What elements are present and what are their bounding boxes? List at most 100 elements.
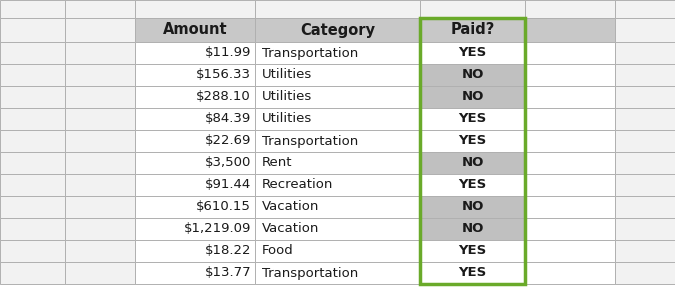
Text: YES: YES [458,134,487,148]
Text: $11.99: $11.99 [205,46,251,59]
Bar [525,64,615,86]
Text: $84.39: $84.39 [205,112,251,125]
Text: $18.22: $18.22 [205,244,251,257]
Bar [65,262,135,284]
Bar [525,240,615,262]
Text: $610.15: $610.15 [196,200,251,214]
Bar [255,42,420,64]
Bar [615,218,675,240]
Bar [65,64,135,86]
Bar [255,0,420,18]
Bar [525,262,615,284]
Bar [420,86,525,108]
Text: Recreation: Recreation [262,178,333,191]
Bar [525,174,615,196]
Text: Transportation: Transportation [262,46,358,59]
Bar [0,0,65,18]
Text: Paid?: Paid? [450,22,495,38]
Bar [65,18,135,42]
Text: Utilities: Utilities [262,112,313,125]
Bar [255,240,420,262]
Bar [525,18,615,42]
Bar [615,42,675,64]
Bar [135,42,255,64]
Bar [420,174,525,196]
Text: NO: NO [461,157,484,169]
Text: $3,500: $3,500 [205,157,251,169]
Text: YES: YES [458,178,487,191]
Bar [135,218,255,240]
Bar [255,262,420,284]
Bar [525,130,615,152]
Bar [615,0,675,18]
Text: YES: YES [458,266,487,280]
Text: YES: YES [458,244,487,257]
Bar [420,18,525,42]
Text: YES: YES [458,112,487,125]
Text: Transportation: Transportation [262,134,358,148]
Text: $156.33: $156.33 [196,68,251,82]
Bar [255,18,420,42]
Bar [420,218,525,240]
Bar [525,86,615,108]
Bar [525,196,615,218]
Bar [255,108,420,130]
Bar [135,262,255,284]
Bar [525,218,615,240]
Text: Amount: Amount [163,22,227,38]
Bar [255,86,420,108]
Bar [0,240,65,262]
Bar [135,240,255,262]
Bar [255,174,420,196]
Bar [0,42,65,64]
Bar [420,262,525,284]
Bar [255,218,420,240]
Bar [420,64,525,86]
Text: NO: NO [461,223,484,236]
Bar [65,218,135,240]
Bar [420,152,525,174]
Text: Vacation: Vacation [262,223,319,236]
Bar [135,0,255,18]
Bar [0,196,65,218]
Bar [135,108,255,130]
Bar [135,174,255,196]
Text: Rent: Rent [262,157,292,169]
Bar [420,18,525,284]
Text: $91.44: $91.44 [205,178,251,191]
Bar [65,196,135,218]
Text: $22.69: $22.69 [205,134,251,148]
Bar [0,108,65,130]
Text: Utilities: Utilities [262,91,313,103]
Bar [0,218,65,240]
Bar [615,18,675,42]
Bar [0,64,65,86]
Bar [525,152,615,174]
Bar [135,18,255,42]
Text: NO: NO [461,91,484,103]
Bar [255,152,420,174]
Bar [65,0,135,18]
Bar [255,64,420,86]
Bar [615,108,675,130]
Bar [65,86,135,108]
Bar [525,0,615,18]
Bar [0,174,65,196]
Text: Vacation: Vacation [262,200,319,214]
Bar [525,108,615,130]
Bar [255,130,420,152]
Bar [0,86,65,108]
Bar [0,130,65,152]
Bar [65,240,135,262]
Text: Food: Food [262,244,294,257]
Bar [135,196,255,218]
Bar [65,108,135,130]
Bar [135,64,255,86]
Bar [135,86,255,108]
Text: Category: Category [300,22,375,38]
Bar [615,86,675,108]
Bar [420,196,525,218]
Bar [65,130,135,152]
Text: NO: NO [461,200,484,214]
Bar [255,196,420,218]
